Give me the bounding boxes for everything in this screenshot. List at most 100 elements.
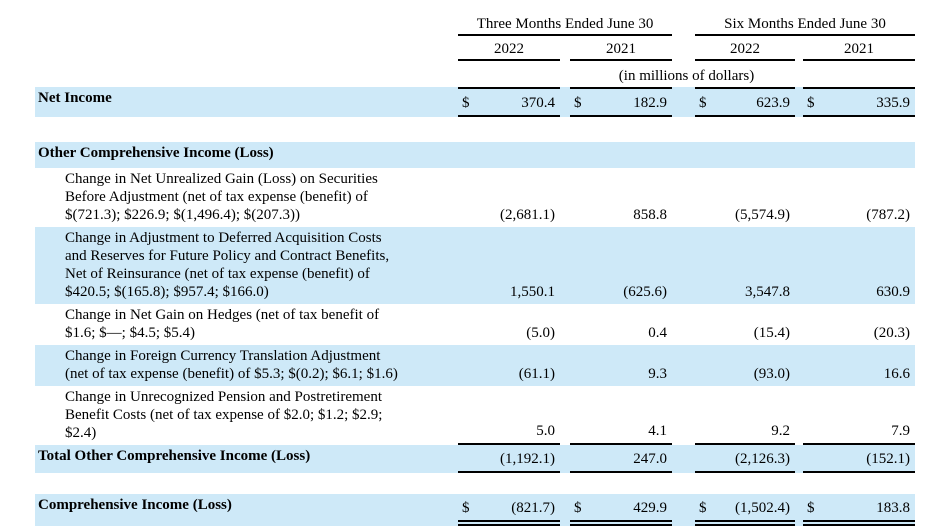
header-spacer xyxy=(560,36,570,61)
column-gap xyxy=(672,386,695,445)
value-securities-3m-2022: (2,681.1) xyxy=(500,207,555,223)
value-hedges-6m-2021: (20.3) xyxy=(873,325,911,341)
value-securities-3m-2021: 858.8 xyxy=(633,207,668,223)
column-gap xyxy=(560,345,570,386)
spacer-row xyxy=(35,117,916,142)
value-fx-3m-2022: (61.1) xyxy=(458,345,560,386)
column-gap xyxy=(795,345,804,386)
row-label-securities: Change in Net Unrealized Gain (Loss) on … xyxy=(65,171,378,223)
row-label-hedges: Change in Net Gain on Hedges (net of tax… xyxy=(65,307,380,341)
dollar-sign: $ xyxy=(462,95,470,111)
dollar-sign: $ xyxy=(699,95,707,111)
header-spacer xyxy=(35,36,458,61)
column-gap xyxy=(795,304,803,345)
column-gap xyxy=(560,227,570,304)
column-gap xyxy=(672,494,696,526)
column-gap xyxy=(795,445,804,473)
column-header-3m-2021: 2021 xyxy=(570,36,673,61)
value-dac-6m-2021: 630.9 xyxy=(803,227,916,304)
column-gap xyxy=(672,87,696,117)
header-spacer xyxy=(672,8,695,36)
column-gap xyxy=(672,345,696,386)
header-spacer xyxy=(672,36,695,61)
value-net-income-3m-2022: $370.4 xyxy=(458,87,560,117)
value-hedges-6m-2022: (15.4) xyxy=(753,325,791,341)
value-total-oci-3m-2021: 247.0 xyxy=(570,445,673,473)
period-group-header-row: Three Months Ended June 30 Six Months En… xyxy=(35,8,916,36)
dollar-sign: $ xyxy=(699,500,707,516)
value-net-income-6m-2021: $335.9 xyxy=(803,87,916,117)
table-row-net-income: Net Income $370.4 $182.9 $623.9 $335.9 xyxy=(35,87,916,117)
column-gap xyxy=(560,304,570,345)
table-row-pension: Change in Unrecognized Pension and Postr… xyxy=(35,386,916,445)
spacer-row xyxy=(35,473,916,494)
value-securities-6m-2022: (5,574.9) xyxy=(735,207,791,223)
value-total-oci-6m-2021: (152.1) xyxy=(803,445,916,473)
column-gap xyxy=(560,87,570,117)
row-label-dac: Change in Adjustment to Deferred Acquisi… xyxy=(35,227,458,304)
dollar-sign: $ xyxy=(807,95,815,111)
value-pension-6m-2022: 9.2 xyxy=(695,386,796,445)
units-note-row: (in millions of dollars) xyxy=(35,61,915,87)
value-net-income-3m-2021: $182.9 xyxy=(570,87,673,117)
column-gap xyxy=(795,494,804,526)
column-gap xyxy=(560,168,570,227)
value-fx-6m-2022: (93.0) xyxy=(695,345,796,386)
column-gap xyxy=(560,494,570,526)
value-total-oci-3m-2022: (1,192.1) xyxy=(458,445,560,473)
column-header-3m-2022: 2022 xyxy=(458,36,560,61)
value-pension-6m-2021: 7.9 xyxy=(803,386,916,445)
row-label-fx-translation: Change in Foreign Currency Translation A… xyxy=(35,345,458,386)
header-spacer xyxy=(35,61,458,87)
value-dac-6m-2022: 3,547.8 xyxy=(695,227,796,304)
column-gap xyxy=(795,168,803,227)
header-spacer xyxy=(35,8,458,36)
value-comprehensive-3m-2022: $ (821.7) xyxy=(458,494,560,526)
value-hedges-3m-2021: 0.4 xyxy=(648,325,668,341)
row-label-pension: Change in Unrecognized Pension and Postr… xyxy=(65,389,383,441)
table-row-hedges: Change in Net Gain on Hedges (net of tax… xyxy=(35,304,915,345)
value-hedges-3m-2022: (5.0) xyxy=(526,325,555,341)
dollar-sign: $ xyxy=(462,500,470,516)
column-gap xyxy=(672,168,695,227)
dollar-sign: $ xyxy=(574,95,582,111)
value-pension-3m-2021: 4.1 xyxy=(570,386,673,445)
comprehensive-income-table: Three Months Ended June 30 Six Months En… xyxy=(35,8,916,526)
value-fx-6m-2021: 16.6 xyxy=(803,345,916,386)
table-row-securities: Change in Net Unrealized Gain (Loss) on … xyxy=(35,168,915,227)
header-spacer xyxy=(795,36,803,61)
value-comprehensive-3m-2021: $429.9 xyxy=(570,494,673,526)
section-header-oci: Other Comprehensive Income (Loss) xyxy=(35,142,916,168)
column-gap xyxy=(795,227,804,304)
column-gap xyxy=(795,386,803,445)
column-header-6m-2022: 2022 xyxy=(695,36,796,61)
table-row-oci-section-header: Other Comprehensive Income (Loss) xyxy=(35,142,916,168)
value-net-income-6m-2022: $623.9 xyxy=(695,87,796,117)
column-group-three-months: Three Months Ended June 30 xyxy=(458,8,673,36)
row-label-comprehensive-income: Comprehensive Income (Loss) xyxy=(35,494,458,526)
value-fx-3m-2021: 9.3 xyxy=(570,345,673,386)
table-row-dac: Change in Adjustment to Deferred Acquisi… xyxy=(35,227,916,304)
value-dac-3m-2022: 1,550.1 xyxy=(458,227,560,304)
units-note: (in millions of dollars) xyxy=(618,68,755,84)
value-comprehensive-6m-2021: $183.8 xyxy=(803,494,916,526)
table-row-total-oci: Total Other Comprehensive Income (Loss) … xyxy=(35,445,916,473)
column-gap xyxy=(672,445,696,473)
column-group-six-months: Six Months Ended June 30 xyxy=(695,8,916,36)
value-pension-3m-2022: 5.0 xyxy=(458,386,560,445)
column-gap xyxy=(672,227,696,304)
table-row-comprehensive-income: Comprehensive Income (Loss) $ (821.7) $42… xyxy=(35,494,916,526)
column-gap xyxy=(672,304,695,345)
table-row-fx-translation: Change in Foreign Currency Translation A… xyxy=(35,345,916,386)
column-gap xyxy=(795,87,804,117)
value-comprehensive-6m-2022: $ (1,502.4) xyxy=(695,494,796,526)
value-securities-6m-2021: (787.2) xyxy=(866,207,911,223)
column-gap xyxy=(560,386,570,445)
year-header-row: 2022 2021 2022 2021 xyxy=(35,36,916,61)
row-label-total-oci: Total Other Comprehensive Income (Loss) xyxy=(35,445,458,473)
value-dac-3m-2021: (625.6) xyxy=(570,227,673,304)
dollar-sign: $ xyxy=(807,500,815,516)
column-header-6m-2021: 2021 xyxy=(803,36,916,61)
value-total-oci-6m-2022: (2,126.3) xyxy=(695,445,796,473)
row-label-net-income: Net Income xyxy=(35,87,458,117)
